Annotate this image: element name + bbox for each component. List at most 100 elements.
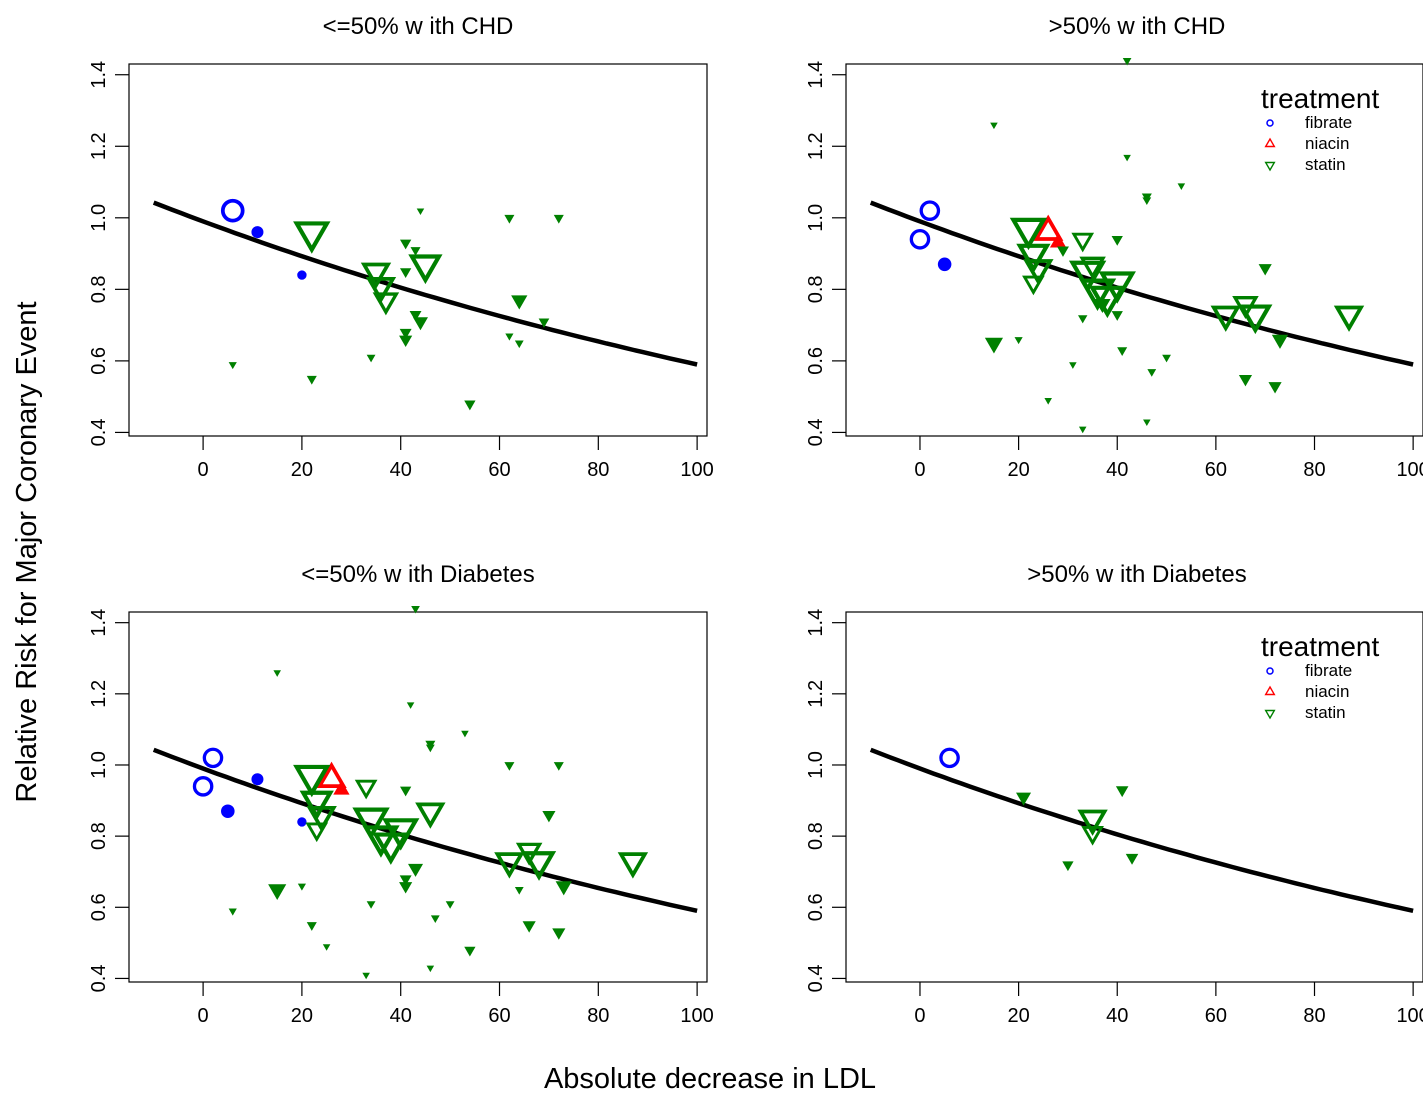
point-statin [360,262,392,290]
point-statin [494,852,525,879]
point-statin [1057,246,1069,257]
point-statin [306,806,337,833]
figure-y-label: Relative Risk for Major Coronary Event [11,301,43,802]
x-tick-label: 40 [390,459,412,481]
point-statin [1069,362,1077,369]
point-niacin [1033,214,1064,241]
x-tick-label: 20 [291,1005,313,1027]
point-statin [1022,275,1045,296]
point-statin [514,340,524,349]
panel-title: <=50% w ith CHD [323,13,514,40]
legend-marker-niacin [1264,685,1276,696]
point-fibrate [202,747,224,769]
point-statin [445,901,455,909]
point-fibrate [937,257,952,272]
point-statin [273,670,281,677]
point-statin [306,375,317,385]
point-statin [416,208,425,216]
point-statin [426,965,435,973]
point-statin [542,810,556,823]
y-tick-label: 1.4 [88,61,110,89]
point-statin [464,946,476,957]
point-statin [984,337,1004,354]
legend-label-fibrate: fibrate [1305,661,1352,680]
point-statin [553,214,564,224]
plot-marks [152,198,698,411]
y-tick-label: 1.0 [805,204,827,232]
y-tick-label: 0.4 [88,965,110,993]
point-statin [1062,861,1074,872]
x-tick-label: 0 [198,459,209,481]
point-statin [382,818,420,851]
x-tick-label: 40 [1106,459,1128,481]
point-statin [352,807,390,840]
point-statin [409,310,422,322]
point-fibrate [909,228,931,250]
point-statin [1143,419,1151,427]
point-statin [1238,374,1253,387]
point-statin [521,851,557,881]
figure-x-label: Absolute decrease in LDL [544,1063,876,1095]
panel-3: <=50% w ith Diabetes 0 20 40 60 80 100 0.4 0.6 0.… [88,561,714,1027]
point-statin [461,730,469,738]
point-statin [1081,826,1104,846]
point-statin [372,292,400,316]
x-tick-label: 80 [587,1005,609,1027]
y-tick-label: 0.6 [805,893,827,921]
point-statin [362,972,370,980]
point-statin [415,802,446,829]
point-statin [400,786,412,797]
point-statin [412,317,428,331]
point-statin [365,276,397,304]
x-tick-label: 80 [587,459,609,481]
point-statin [1078,278,1117,311]
y-tick-label: 0.8 [805,822,827,850]
x-tick-label: 20 [1007,459,1029,481]
point-fibrate [251,226,264,239]
point-statin [1117,347,1128,356]
y-tick-label: 0.4 [805,965,827,993]
y-tick-label: 1.0 [88,751,110,779]
point-statin [1016,243,1051,274]
point-statin [555,881,572,896]
panel-4: >50% w ith Diabetes 0 20 40 60 80 100 0.4 0.6 0.8… [805,561,1423,1027]
y-tick-label: 1.0 [88,204,110,232]
x-tick-label: 0 [914,1005,925,1027]
plot-marks [869,58,1414,434]
plot-frame [128,63,708,437]
point-statin [504,762,515,771]
y-tick-label: 1.2 [805,132,827,160]
point-statin [522,921,536,933]
y-tick-label: 1.4 [805,609,827,637]
y-tick-label: 1.4 [88,609,110,637]
x-tick-label: 0 [198,1005,209,1027]
legend-label-niacin: niacin [1305,682,1349,701]
fit-line [152,200,698,367]
point-statin [430,915,440,924]
point-fibrate [297,817,307,827]
point-statin [553,762,564,771]
panel-title: >50% w ith Diabetes [1027,561,1246,588]
x-tick-label: 60 [1205,1005,1227,1027]
point-statin [1044,398,1052,405]
legend-marker-statin [1264,161,1276,172]
point-statin [268,884,287,900]
point-statin [1258,264,1272,276]
x-tick-label: 100 [1396,459,1423,481]
y-tick-label: 0.6 [88,347,110,375]
point-statin [1111,236,1123,246]
point-statin [1333,305,1365,332]
y-tick-label: 1.2 [805,680,827,708]
point-statin [399,875,412,886]
legend-marker-statin [1264,709,1276,720]
point-statin [1268,382,1282,394]
legend-marker-fibrate [1266,667,1274,675]
point-statin [990,122,998,130]
point-statin [408,863,424,877]
point-statin [1238,304,1273,335]
y-tick-label: 0.8 [88,275,110,303]
y-tick-label: 1.2 [88,680,110,708]
point-statin [408,254,443,285]
point-statin [293,764,331,798]
panel-title: <=50% w ith Diabetes [301,561,534,588]
